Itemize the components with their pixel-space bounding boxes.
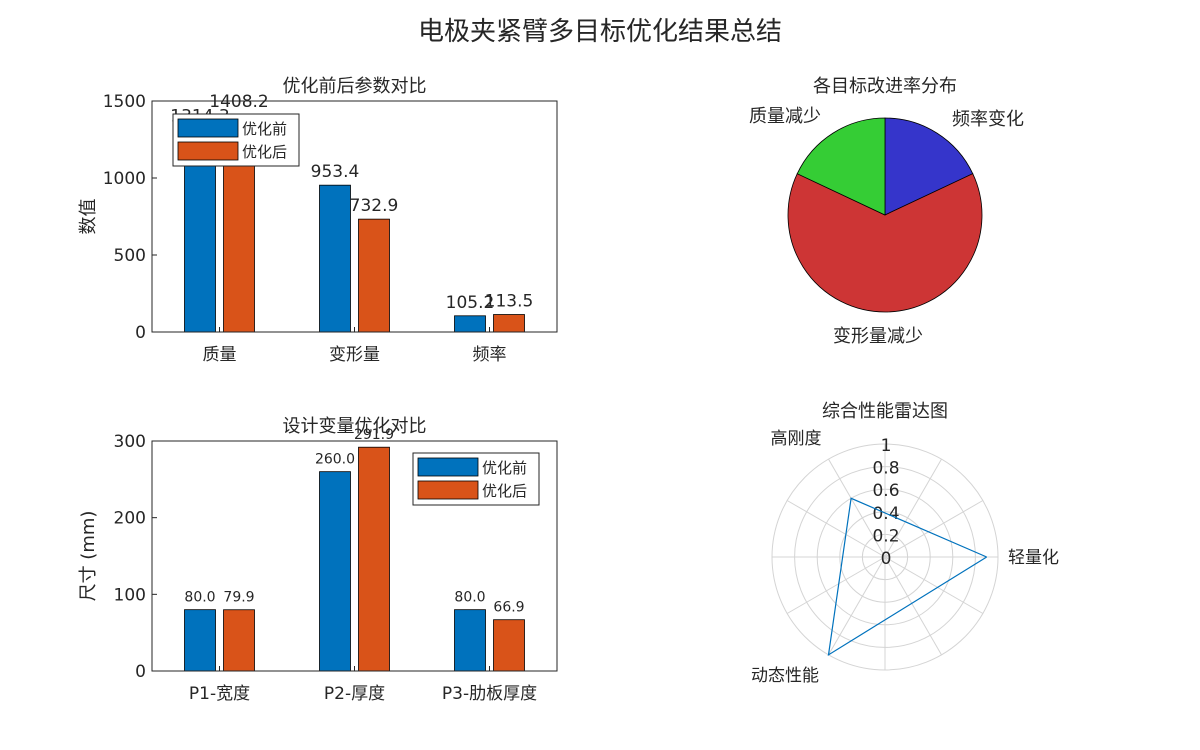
pie-slice (787, 173, 983, 313)
radar-spoke (884, 458, 942, 558)
x-tick-label: 质量 (203, 345, 237, 365)
data-label: 79.9 (223, 590, 254, 606)
radar-spoke (828, 556, 886, 656)
radar-r-tick-label: 0.8 (872, 459, 899, 479)
radar-spoke (884, 556, 984, 614)
data-label: 113.5 (485, 292, 534, 312)
data-label: 260.0 (315, 452, 355, 468)
data-label: 80.0 (184, 590, 215, 606)
x-tick-label: P3-肋板厚度 (442, 684, 537, 704)
radar-axis-label: 轻量化 (1008, 548, 1059, 568)
radar-spoke (828, 458, 886, 558)
radar-spoke (884, 500, 984, 558)
chart-title: 综合性能雷达图 (822, 401, 948, 422)
bar-before (184, 609, 216, 672)
data-label: 1408.2 (209, 92, 268, 112)
pie-slice (884, 117, 974, 216)
data-label: 105.2 (446, 293, 495, 313)
x-tick-label: 变形量 (329, 345, 380, 365)
radar-r-tick-label: 1 (881, 436, 892, 456)
bar-after (223, 609, 255, 672)
radar-spoke (884, 556, 942, 656)
bar-after (358, 446, 390, 672)
bar-after (493, 619, 525, 672)
chart-title: 各目标改进率分布 (813, 76, 957, 97)
radar-r-tick-label: 0.2 (872, 526, 899, 546)
radar-spoke (786, 556, 886, 614)
y-tick-label: 1500 (103, 92, 146, 112)
legend-entry: 优化后 (242, 143, 287, 161)
legend-swatch-after (417, 480, 479, 500)
data-label: 291.9 (354, 427, 394, 443)
pie-label: 频率变化 (952, 109, 1024, 130)
legend-swatch-before (177, 118, 239, 138)
bar-chart-parameters: 优化前后参数对比数值1314.31408.2质量953.4732.9变形量105… (78, 76, 558, 365)
data-label: 80.0 (454, 590, 485, 606)
figure-title: 电极夹紧臂多目标优化结果总结 (418, 17, 782, 47)
legend-swatch-after (177, 141, 239, 161)
y-tick-label: 300 (114, 432, 146, 452)
legend-entry: 优化前 (242, 120, 287, 138)
y-tick-label: 100 (114, 585, 146, 605)
radar-spoke (786, 500, 886, 558)
chart-title: 优化前后参数对比 (283, 76, 427, 97)
bar-before (454, 315, 486, 333)
y-tick-label: 0 (135, 323, 146, 343)
x-tick-label: P2-厚度 (324, 684, 385, 704)
bar-before (454, 609, 486, 672)
pie-slice (796, 117, 886, 216)
legend-entry: 优化前 (482, 459, 527, 477)
legend-entry: 优化后 (482, 482, 527, 500)
data-label: 732.9 (350, 196, 399, 216)
data-label: 66.9 (493, 600, 524, 616)
pie-label: 质量减少 (749, 106, 821, 127)
chart-title: 设计变量优化对比 (283, 416, 427, 437)
radar-series-line (827, 497, 988, 657)
bar-after (358, 218, 390, 333)
pie-label: 变形量减少 (833, 326, 923, 347)
radar-axis-label: 动态性能 (751, 666, 819, 686)
data-label: 953.4 (311, 162, 360, 182)
y-tick-label: 0 (135, 662, 146, 682)
x-tick-label: P1-宽度 (189, 684, 250, 704)
radar-axis-label: 高刚度 (771, 429, 822, 449)
x-tick-label: 频率 (473, 345, 507, 365)
radar-r-tick-label: 0 (881, 549, 892, 569)
y-axis-label: 数值 (78, 199, 99, 235)
radar-r-tick-label: 0.6 (872, 481, 899, 501)
y-tick-label: 200 (114, 509, 146, 529)
bar-before (319, 471, 351, 672)
y-tick-label: 500 (114, 246, 146, 266)
y-axis-label: 尺寸 (mm) (78, 511, 99, 602)
legend-swatch-before (417, 457, 479, 477)
bar-after (493, 314, 525, 333)
bar-before (319, 184, 351, 333)
y-tick-label: 1000 (103, 169, 146, 189)
